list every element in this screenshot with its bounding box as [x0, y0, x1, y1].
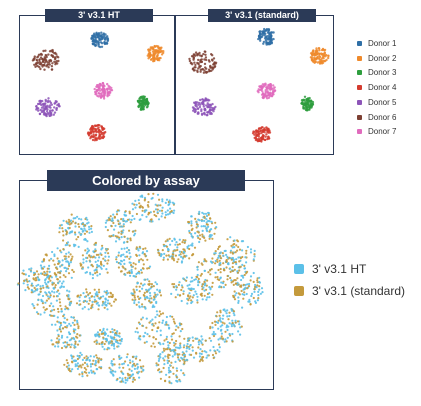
legend-label: Donor 7	[368, 127, 397, 137]
legend-item-assay-2: 3' v3.1 (standard)	[294, 284, 405, 298]
cluster-donor-5	[191, 97, 217, 117]
cluster-donor-7	[256, 82, 277, 100]
cluster-donor-7	[93, 81, 114, 100]
cluster-donor-3	[136, 95, 150, 111]
legend-label: Donor 4	[368, 83, 397, 93]
panel-assay-title: Colored by assay	[47, 170, 245, 191]
legend-swatch	[357, 129, 362, 135]
cluster-donor-4	[86, 123, 107, 142]
legend-label: 3' v3.1 (standard)	[312, 284, 406, 298]
cluster-donor-6	[188, 50, 218, 74]
scatter-ht	[31, 31, 165, 142]
legend-item-donor-3: Donor 3	[357, 68, 396, 77]
cluster-donor-4	[251, 126, 272, 143]
cluster-donor-2	[146, 44, 165, 63]
cluster-donor-5	[35, 97, 61, 118]
legend-swatch	[294, 264, 304, 274]
panel-standard-title: 3' v3.1 (standard)	[208, 9, 316, 22]
legend-item-donor-2: Donor 2	[357, 54, 396, 63]
legend-item-donor-1: Donor 1	[357, 39, 396, 48]
cluster-donor-6	[31, 48, 60, 71]
legend-item-donor-5: Donor 5	[357, 98, 396, 107]
legend-swatch	[357, 114, 362, 120]
cluster-donor-2	[309, 47, 330, 65]
legend-item-donor-7: Donor 7	[357, 127, 396, 136]
legend-label: Donor 6	[368, 112, 397, 122]
legend-label: Donor 2	[368, 53, 397, 63]
scatter-assay	[16, 192, 264, 385]
legend-swatch	[357, 99, 362, 105]
cluster-donor-1	[257, 27, 275, 46]
legend-swatch	[357, 85, 362, 91]
legend-swatch	[357, 70, 362, 76]
legend-label: Donor 3	[368, 68, 397, 78]
legend-label: 3' v3.1 HT	[312, 262, 367, 276]
legend-label: Donor 1	[368, 39, 397, 48]
scatter-standard	[188, 27, 330, 143]
legend-item-donor-4: Donor 4	[357, 83, 396, 92]
legend-swatch	[357, 55, 362, 61]
assay-points	[16, 192, 264, 385]
cluster-donor-1	[90, 31, 110, 49]
legend-item-assay-1: 3' v3.1 HT	[294, 262, 366, 276]
legend-swatch	[357, 41, 362, 46]
legend-item-donor-6: Donor 6	[357, 113, 396, 122]
legend-swatch	[294, 286, 304, 296]
panel-ht-title: 3' v3.1 HT	[45, 9, 153, 22]
legend-label: Donor 5	[368, 97, 397, 107]
cluster-donor-3	[300, 95, 315, 112]
